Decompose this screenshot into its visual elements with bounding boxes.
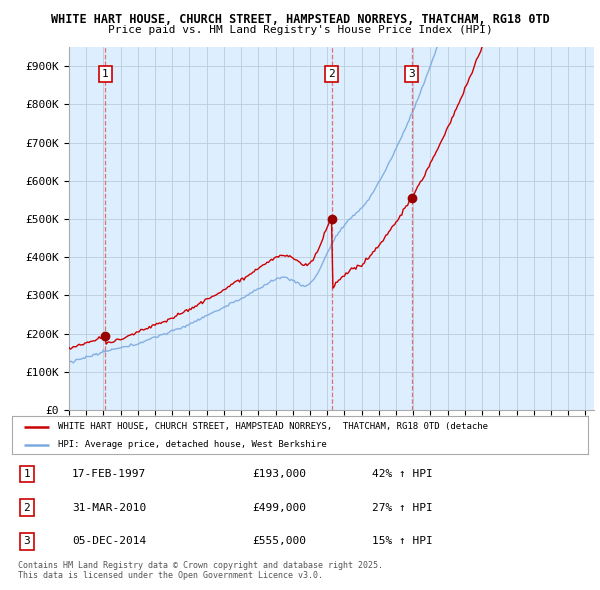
Text: 3: 3: [409, 69, 415, 79]
Text: 2: 2: [23, 503, 31, 513]
Text: 27% ↑ HPI: 27% ↑ HPI: [372, 503, 433, 513]
Text: 3: 3: [23, 536, 31, 546]
Text: Contains HM Land Registry data © Crown copyright and database right 2025.
This d: Contains HM Land Registry data © Crown c…: [18, 561, 383, 581]
Text: 2: 2: [328, 69, 335, 79]
Text: WHITE HART HOUSE, CHURCH STREET, HAMPSTEAD NORREYS,  THATCHAM, RG18 0TD (detache: WHITE HART HOUSE, CHURCH STREET, HAMPSTE…: [58, 422, 488, 431]
Text: £555,000: £555,000: [252, 536, 306, 546]
Text: 31-MAR-2010: 31-MAR-2010: [72, 503, 146, 513]
Text: 05-DEC-2014: 05-DEC-2014: [72, 536, 146, 546]
Text: 17-FEB-1997: 17-FEB-1997: [72, 469, 146, 479]
Text: 1: 1: [102, 69, 109, 79]
Text: HPI: Average price, detached house, West Berkshire: HPI: Average price, detached house, West…: [58, 440, 327, 449]
Text: £193,000: £193,000: [252, 469, 306, 479]
Text: 42% ↑ HPI: 42% ↑ HPI: [372, 469, 433, 479]
Text: £499,000: £499,000: [252, 503, 306, 513]
Text: WHITE HART HOUSE, CHURCH STREET, HAMPSTEAD NORREYS, THATCHAM, RG18 0TD: WHITE HART HOUSE, CHURCH STREET, HAMPSTE…: [50, 13, 550, 26]
Text: Price paid vs. HM Land Registry's House Price Index (HPI): Price paid vs. HM Land Registry's House …: [107, 25, 493, 35]
Text: 15% ↑ HPI: 15% ↑ HPI: [372, 536, 433, 546]
Text: 1: 1: [23, 469, 31, 479]
